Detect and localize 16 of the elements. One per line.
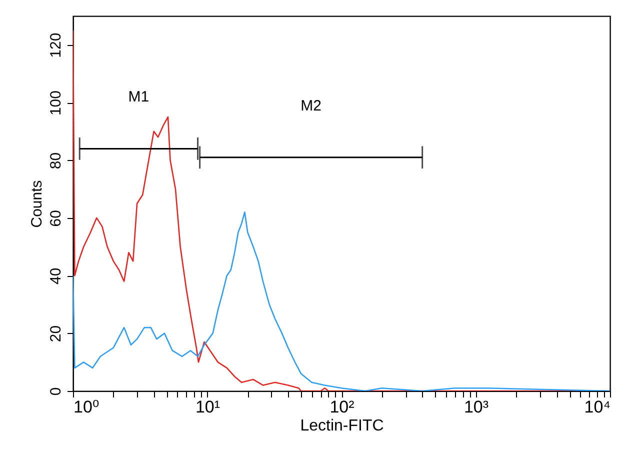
y-tick-label: 60 xyxy=(48,210,64,227)
text: M2 xyxy=(300,97,322,114)
y-tick-label: 80 xyxy=(48,152,64,170)
y-tick-label: 20 xyxy=(48,325,64,342)
y-tick-label: 100 xyxy=(48,90,64,116)
x-tick-label: 10¹ xyxy=(195,398,220,416)
y-axis-title: Counts xyxy=(28,180,46,228)
text: M1 xyxy=(128,88,150,106)
x-tick-label: 10⁴ xyxy=(584,398,610,416)
y-tick-label: 40 xyxy=(48,268,64,284)
y-tick-label: 0 xyxy=(48,387,64,396)
x-axis-title: Lectin-FITC xyxy=(300,418,384,434)
y-tick-label: 120 xyxy=(48,32,64,58)
x-tick-label: 10⁰ xyxy=(74,398,100,416)
x-tick-label: 10² xyxy=(330,398,355,416)
x-tick-label: 10³ xyxy=(464,398,489,416)
